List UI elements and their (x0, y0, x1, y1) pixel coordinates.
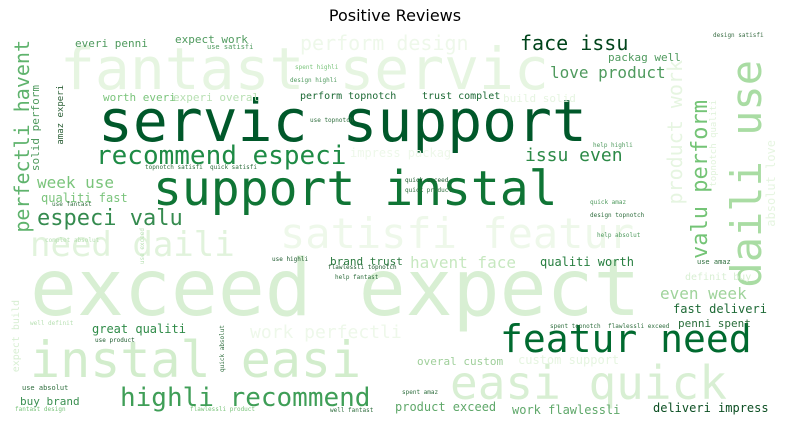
word-buy-brand: buy brand (20, 395, 80, 408)
word-well-fantast: well fantast (330, 407, 374, 414)
word-use-highli: use highli (272, 256, 309, 263)
word-support-instal: support instal (153, 161, 558, 217)
word-use-product: use product (95, 337, 135, 344)
word-amaz-experi: amaz experi (56, 85, 66, 145)
word-everi-penni: everi penni (75, 37, 148, 50)
word-custom-support: custom support (518, 353, 620, 367)
word-expect-work: expect work (175, 33, 248, 46)
word-fantast-design: fantast design (15, 406, 66, 413)
word-quick-exceed: quick exceed (405, 177, 449, 184)
word-design-satisfi: design satisfi (713, 32, 764, 39)
word-quick-satisfi: quick satisfi (210, 164, 257, 171)
word-help-fantast: help fantast (335, 274, 379, 281)
word-easi-quick: easi quick (450, 356, 727, 410)
word-servic-support: servic support (98, 87, 587, 155)
word-solid-perform: solid perform (29, 85, 42, 172)
word-experi-overal: experi overal (173, 91, 260, 104)
word-topnotch-qualiti: topnotch qualiti (709, 100, 719, 187)
word-featur-need: featur need (500, 317, 752, 361)
word-topnotch-satisfi: topnotch satisfi (145, 164, 203, 171)
word-impress-packag: impress packag (350, 146, 452, 160)
word-spent-topnotch: spent topnotch (550, 323, 601, 330)
word-cloud: exceed expect fantast servic servic supp… (10, 30, 780, 415)
word-overal-custom: overal custom (417, 355, 504, 368)
word-love-product: love product (550, 63, 666, 82)
word-qualiti-worth: qualiti worth (540, 255, 634, 269)
word-help-absolut: help absolut (597, 232, 641, 239)
word-help-highli: help highli (593, 142, 633, 149)
word-use-amaz: use amaz (697, 258, 731, 266)
word-daili-use: daili use (722, 60, 771, 288)
word-work-flawlessli: work flawlessli (512, 403, 621, 415)
word-flawlessli-exceed: flawlessli exceed (608, 323, 670, 330)
word-expect-build: expect build (11, 300, 22, 373)
word-use-topnotch: use topnotch (310, 117, 354, 124)
word-spent-amaz: spent amaz (402, 389, 439, 396)
word-complet-absolut: complet absolut (45, 237, 100, 244)
word-well-definit: well definit (30, 320, 74, 327)
word-build-solid: build solid (503, 92, 576, 105)
word-flawlessli-topnotch: flawlessli topnotch (328, 264, 397, 271)
word-face-issu: face issu (520, 31, 629, 55)
word-use-satisfi: use satisfi (207, 43, 254, 51)
word-week-use: week use (37, 173, 115, 192)
word-packag-well: packag well (608, 51, 681, 64)
word-use-absolut: use absolut (22, 384, 69, 392)
word-even-week: even week (660, 284, 747, 303)
word-use-fantast: use fantast (52, 201, 92, 208)
word-work-perfectli: work perfectli (250, 322, 402, 343)
word-especi-valu: especi valu (37, 206, 183, 231)
word-qualiti-fast: qualiti fast (41, 191, 128, 205)
word-quick-amaz: quick amaz (590, 199, 627, 206)
word-use-exceed: use exceed (139, 228, 146, 265)
word-highli-recommend: highli recommend (120, 383, 371, 413)
word-definit-buy: definit buy (685, 272, 752, 283)
word-trust-complet: trust complet (422, 91, 501, 102)
word-quick-absolut: quick absolut (219, 325, 226, 372)
word-satisfi-featur: satisfi featur (280, 209, 635, 258)
word-great-qualiti: great qualiti (92, 322, 186, 336)
chart-title: Positive Reviews (328, 6, 462, 25)
word-need-daili: need daili (30, 225, 235, 265)
word-worth-everi: worth everi (103, 91, 176, 104)
word-fantast-servic: fantast servic (60, 35, 549, 103)
word-spent-highli: spent highli (295, 64, 339, 71)
word-design-highli: design highli (290, 77, 337, 84)
word-perform-design: perform design (300, 31, 469, 55)
word-recommend-especi: recommend especi (96, 141, 347, 171)
word-fast-deliveri: fast deliveri (673, 302, 767, 316)
word-exceed-expect: exceed expect (30, 244, 641, 334)
word-quick-product: quick product (405, 187, 452, 194)
word-absolut-love: absolut love (764, 140, 778, 227)
word-brand-trust: brand trust (330, 255, 403, 268)
word-perform-topnotch: perform topnotch (300, 91, 397, 102)
word-deliveri-impress: deliveri impress (653, 401, 769, 415)
word-penni-spent: penni spent (678, 317, 751, 330)
word-product-work: product work (663, 60, 687, 205)
word-instal-easi: instal easi (30, 331, 362, 389)
word-flawlessli-product: flawlessli product (190, 406, 256, 413)
word-design-topnotch: design topnotch (590, 212, 645, 219)
word-havent-face: havent face (410, 253, 516, 272)
word-product-exceed: product exceed (395, 400, 497, 414)
word-issu-even: issu even (525, 145, 623, 166)
